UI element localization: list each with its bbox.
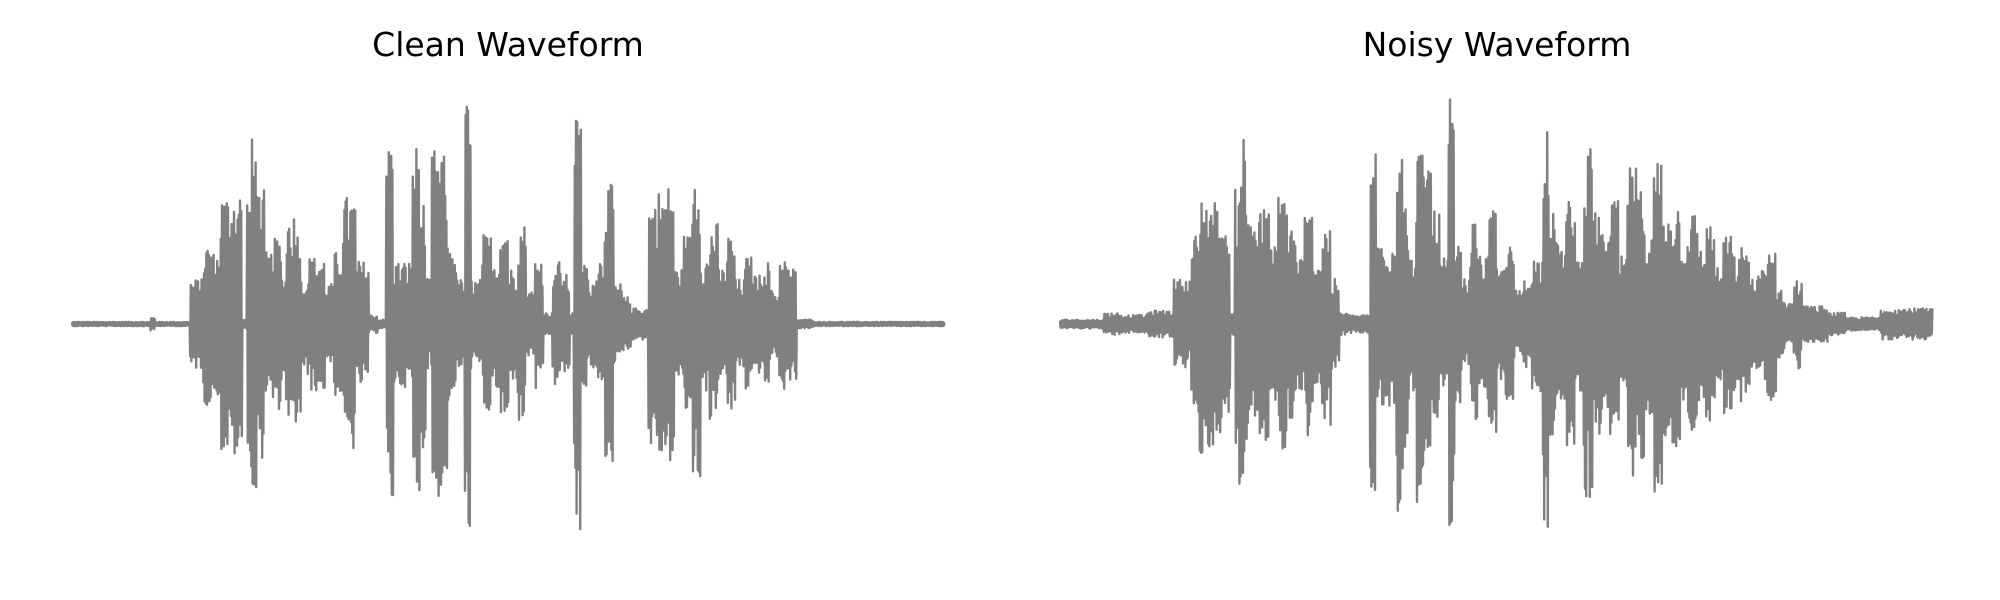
clean-waveform-trace <box>70 105 946 531</box>
noisy-waveform-panel: Noisy Waveform <box>1058 25 1934 528</box>
clean-waveform-panel: Clean Waveform <box>70 25 946 531</box>
noisy-waveform-title: Noisy Waveform <box>1363 25 1632 64</box>
clean-waveform-title: Clean Waveform <box>372 25 644 64</box>
noisy-waveform-trace <box>1058 98 1934 528</box>
